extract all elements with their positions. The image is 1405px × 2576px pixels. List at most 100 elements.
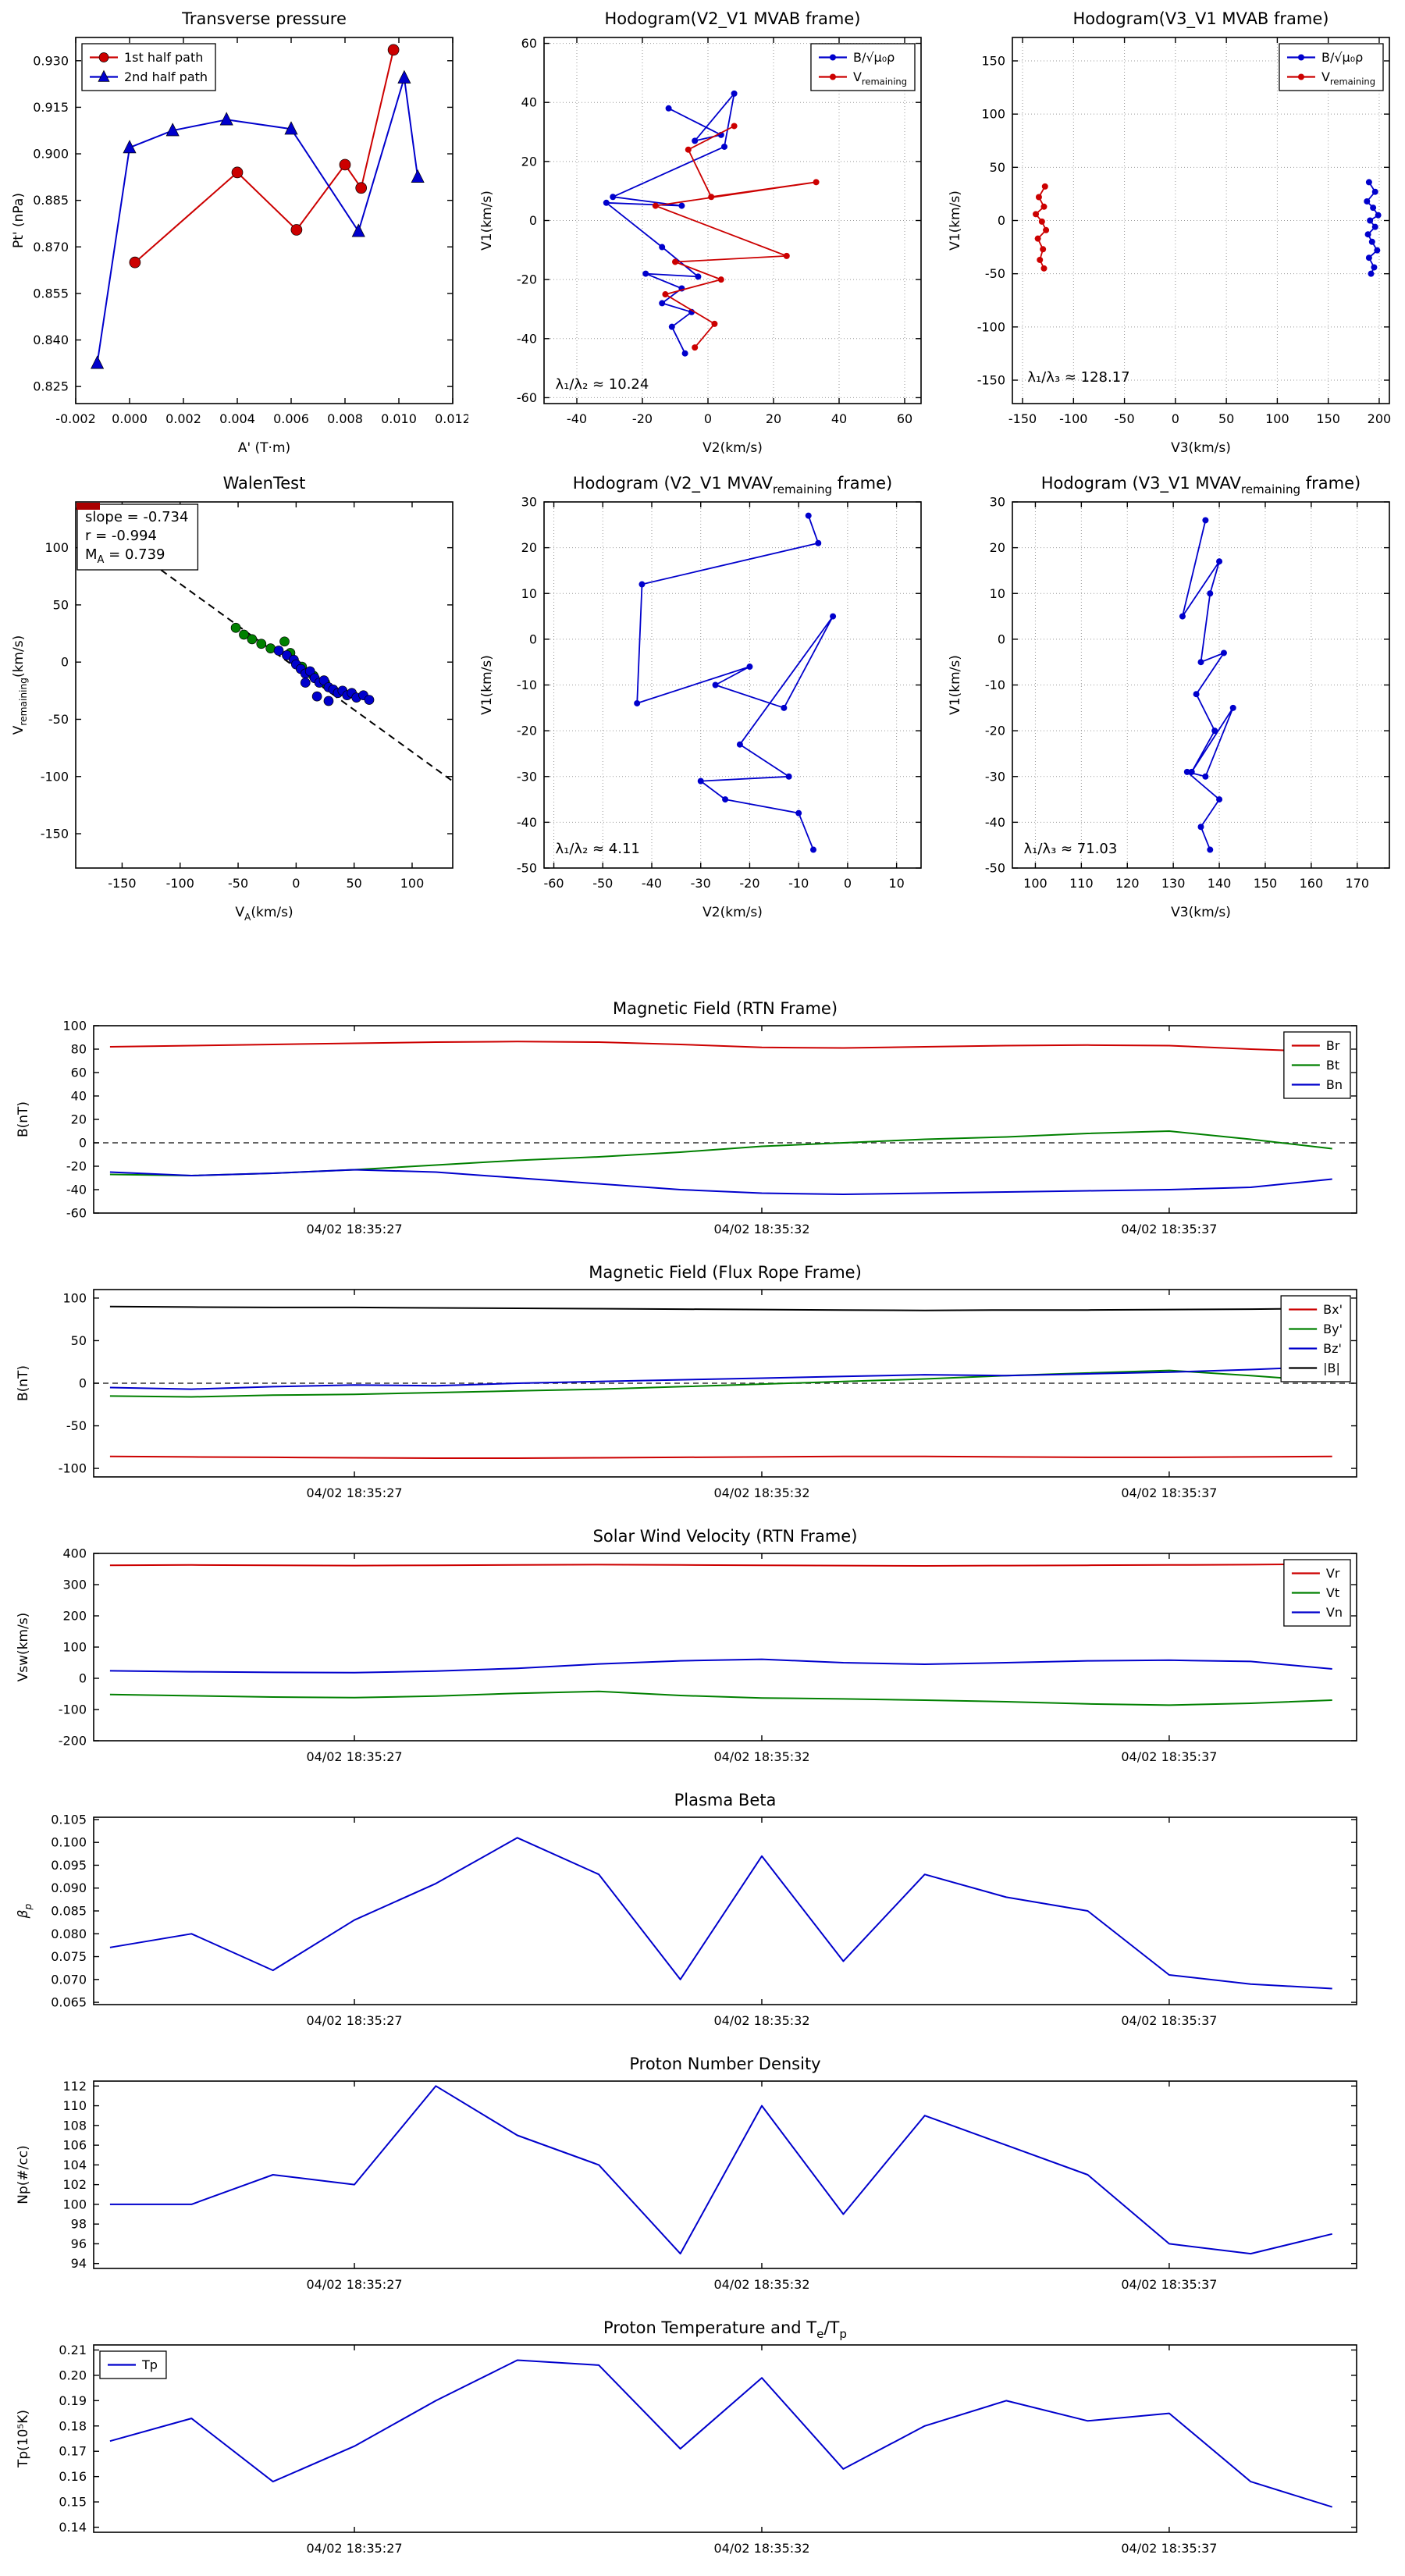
- svg-text:0.004: 0.004: [219, 411, 255, 426]
- svg-text:-20: -20: [632, 411, 653, 426]
- chart-proton-temperature: 04/02 18:35:27 04/02 18:35:32 04/02 18:35:…: [0, 2312, 1405, 2576]
- svg-text:0.095: 0.095: [51, 1858, 87, 1873]
- svg-text:-20: -20: [739, 876, 759, 891]
- svg-text:Vn: Vn: [1326, 1605, 1343, 1620]
- svg-text:λ₁/λ₃ ≈ 128.17: λ₁/λ₃ ≈ 128.17: [1027, 369, 1129, 386]
- svg-text:-50: -50: [48, 712, 69, 727]
- svg-text:Vremaining: Vremaining: [1321, 69, 1375, 87]
- svg-text:50: 50: [346, 876, 361, 891]
- svg-text:30: 30: [990, 495, 1005, 510]
- svg-text:-50: -50: [517, 861, 537, 876]
- svg-text:60: 60: [897, 411, 912, 426]
- svg-text:50: 50: [990, 160, 1005, 175]
- svg-text:150: 150: [981, 53, 1005, 68]
- svg-text:V3(km/s): V3(km/s): [1171, 905, 1231, 920]
- svg-text:|B|: |B|: [1323, 1361, 1340, 1375]
- svg-text:βp: βp: [16, 1903, 34, 1919]
- svg-text:Hodogram (V3_V1 MVAVremaining: Hodogram (V3_V1 MVAVremaining frame): [1041, 474, 1361, 496]
- svg-text:V1(km/s): V1(km/s): [948, 655, 963, 715]
- chart-proton-density-canvas: 04/02 18:35:27 04/02 18:35:32 04/02 18:35:…: [16, 2055, 1357, 2292]
- svg-text:0.065: 0.065: [51, 1995, 87, 2010]
- svg-text:400: 400: [62, 1546, 87, 1561]
- svg-text:0.010: 0.010: [381, 411, 417, 426]
- chart-magnetic-field-flux-rope-canvas: 04/02 18:35:27 04/02 18:35:32 04/02 18:35:…: [16, 1263, 1357, 1500]
- chart-transverse-pressure-canvas: -0.002 0.000 0.002 0.004 0.006 0.008 0.010 0.01…: [11, 9, 468, 456]
- svg-text:150: 150: [1254, 876, 1278, 891]
- svg-text:04/02 18:35:32: 04/02 18:35:32: [713, 1222, 809, 1236]
- svg-text:-150: -150: [977, 373, 1005, 388]
- svg-text:Vremaining: Vremaining: [853, 69, 907, 87]
- chart-hodogram-v3v1-mvab: -150 -100 -50 0 50 100 150 200 -150 -100 -50 0 50 100…: [937, 0, 1405, 464]
- svg-text:Proton Temperature and Te/Tp: Proton Temperature and Te/Tp: [603, 2318, 847, 2341]
- svg-text:-30: -30: [691, 876, 711, 891]
- svg-text:slope = -0.734: slope = -0.734: [85, 509, 188, 525]
- svg-text:-150: -150: [41, 827, 69, 841]
- svg-text:B/√μ₀ρ: B/√μ₀ρ: [1321, 50, 1363, 65]
- svg-text:10: 10: [990, 586, 1005, 601]
- svg-text:-10: -10: [985, 678, 1005, 692]
- svg-text:04/02 18:35:32: 04/02 18:35:32: [713, 2541, 809, 2556]
- svg-text:0.930: 0.930: [33, 53, 69, 68]
- svg-text:By': By': [1323, 1322, 1343, 1336]
- svg-text:30: 30: [521, 495, 537, 510]
- svg-text:0.085: 0.085: [51, 1904, 87, 1919]
- svg-text:-0.002: -0.002: [55, 411, 96, 426]
- chart-solar-wind-velocity: 04/02 18:35:27 04/02 18:35:32 04/02 18:35:…: [0, 1521, 1405, 1784]
- svg-text:04/02 18:35:27: 04/02 18:35:27: [307, 1222, 403, 1236]
- chart-hodogram-v2v1-mvab: -40 -20 0 20 40 60 -60 -40 -20 0 20 40 60 Hodogram(V2…: [468, 0, 937, 464]
- svg-text:102: 102: [62, 2177, 87, 2192]
- chart-transverse-pressure: -0.002 0.000 0.002 0.004 0.006 0.008 0.010 0.01…: [0, 0, 468, 464]
- svg-text:0.870: 0.870: [33, 240, 69, 254]
- svg-text:20: 20: [521, 154, 537, 169]
- svg-text:0.885: 0.885: [33, 193, 69, 208]
- svg-text:50: 50: [1218, 411, 1234, 426]
- svg-text:0.14: 0.14: [59, 2520, 87, 2535]
- svg-text:0.19: 0.19: [59, 2393, 87, 2408]
- svg-text:λ₁/λ₃ ≈ 71.03: λ₁/λ₃ ≈ 71.03: [1023, 841, 1117, 857]
- chart-proton-temperature-canvas: 04/02 18:35:27 04/02 18:35:32 04/02 18:35:…: [16, 2318, 1357, 2556]
- svg-text:-50: -50: [985, 861, 1005, 876]
- svg-text:B(nT): B(nT): [16, 1101, 31, 1137]
- svg-text:10: 10: [888, 876, 904, 891]
- svg-text:0.840: 0.840: [33, 333, 69, 347]
- svg-text:V3(km/s): V3(km/s): [1171, 440, 1231, 456]
- svg-text:-100: -100: [977, 319, 1005, 334]
- svg-text:-40: -40: [642, 876, 662, 891]
- chart-proton-density: 04/02 18:35:27 04/02 18:35:32 04/02 18:35:…: [0, 2048, 1405, 2312]
- svg-text:04/02 18:35:37: 04/02 18:35:37: [1121, 2277, 1217, 2292]
- chart-magnetic-field-rtn: 04/02 18:35:27 04/02 18:35:32 04/02 18:35:…: [0, 993, 1405, 1257]
- svg-text:-20: -20: [517, 272, 537, 287]
- svg-text:0: 0: [292, 876, 300, 891]
- svg-text:200: 200: [62, 1609, 87, 1624]
- svg-text:-100: -100: [41, 769, 69, 784]
- svg-text:-30: -30: [985, 769, 1005, 784]
- svg-text:Np(#/cc): Np(#/cc): [16, 2145, 31, 2204]
- svg-text:60: 60: [521, 36, 537, 51]
- svg-text:0: 0: [998, 632, 1005, 646]
- svg-text:04/02 18:35:37: 04/02 18:35:37: [1121, 1749, 1217, 1764]
- chart-magnetic-field-rtn-canvas: 04/02 18:35:27 04/02 18:35:32 04/02 18:35:…: [16, 999, 1357, 1236]
- subplot-row-1: -0.002 0.000 0.002 0.004 0.006 0.008 0.010 0.01…: [0, 0, 1405, 464]
- svg-text:20: 20: [521, 540, 537, 555]
- svg-text:-30: -30: [517, 769, 537, 784]
- svg-text:170: 170: [1345, 876, 1369, 891]
- svg-text:100: 100: [1265, 411, 1289, 426]
- svg-text:-10: -10: [517, 678, 537, 692]
- svg-text:0.17: 0.17: [59, 2444, 87, 2459]
- chart-walen-test-canvas: -150 -100 -50 0 50 100 -150 -100 -50 0 50 100 WalenT…: [11, 474, 454, 923]
- svg-text:2nd half path: 2nd half path: [124, 69, 208, 84]
- svg-text:0.855: 0.855: [33, 286, 69, 301]
- svg-text:0.15: 0.15: [59, 2495, 87, 2510]
- svg-text:-40: -40: [567, 411, 587, 426]
- svg-text:λ₁/λ₂ ≈ 10.24: λ₁/λ₂ ≈ 10.24: [555, 376, 649, 393]
- chart-solar-wind-velocity-canvas: 04/02 18:35:27 04/02 18:35:32 04/02 18:35:…: [16, 1527, 1357, 1764]
- svg-text:V1(km/s): V1(km/s): [479, 190, 495, 251]
- svg-text:Bn: Bn: [1326, 1077, 1343, 1092]
- svg-text:80: 80: [71, 1042, 87, 1057]
- svg-text:112: 112: [62, 2079, 87, 2094]
- svg-text:-40: -40: [985, 815, 1005, 830]
- svg-text:110: 110: [1069, 876, 1094, 891]
- svg-text:300: 300: [62, 1578, 87, 1592]
- svg-text:04/02 18:35:37: 04/02 18:35:37: [1121, 2541, 1217, 2556]
- svg-text:04/02 18:35:27: 04/02 18:35:27: [307, 2277, 403, 2292]
